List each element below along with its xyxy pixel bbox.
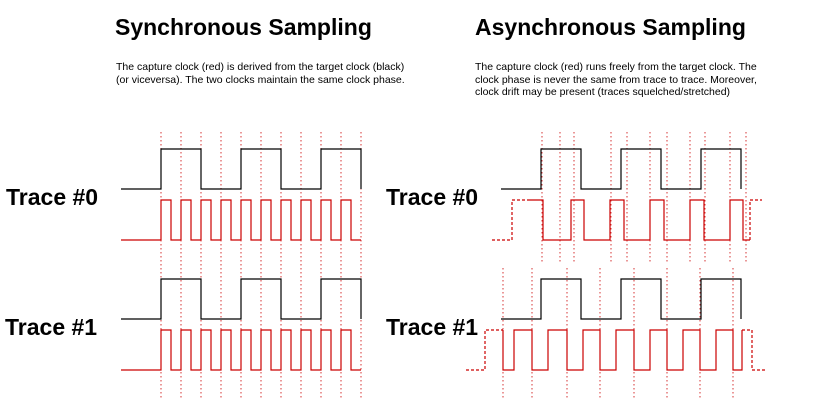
- async-title: Asynchronous Sampling: [475, 14, 746, 40]
- async-trace-0-capture-tail: [749, 199, 762, 240]
- async-trace-1-target-clock: [501, 278, 742, 320]
- sync-description: The capture clock (red) is derived from …: [116, 61, 405, 86]
- async-trace-1-capture-clock: [502, 329, 743, 371]
- async-trace-0-capture-clock: [530, 199, 750, 241]
- async-trace-1-capture-tail: [742, 329, 766, 371]
- sync-trace-0-target-clock: [121, 148, 362, 190]
- sync-trace-1-target-clock: [121, 278, 362, 320]
- sync-trace-0-label: Trace #0: [6, 184, 99, 210]
- capture-clock-waveforms: [121, 199, 766, 371]
- async-trace-0-label: Trace #0: [386, 184, 479, 210]
- sample-marker-lines: [160, 132, 747, 400]
- async-description: The capture clock (red) runs freely from…: [475, 61, 757, 98]
- async-trace-1-label: Trace #1: [386, 314, 479, 340]
- sync-trace-1-label: Trace #1: [5, 314, 98, 340]
- target-clock-waveforms: [121, 148, 742, 320]
- async-trace-1-capture-lead: [466, 329, 503, 371]
- sync-trace-0-capture-clock: [121, 199, 361, 241]
- async-trace-0-target-clock: [501, 148, 742, 190]
- sync-trace-1-capture-clock: [121, 329, 361, 371]
- async-trace-0-capture-lead: [492, 199, 530, 241]
- sync-title: Synchronous Sampling: [115, 14, 372, 40]
